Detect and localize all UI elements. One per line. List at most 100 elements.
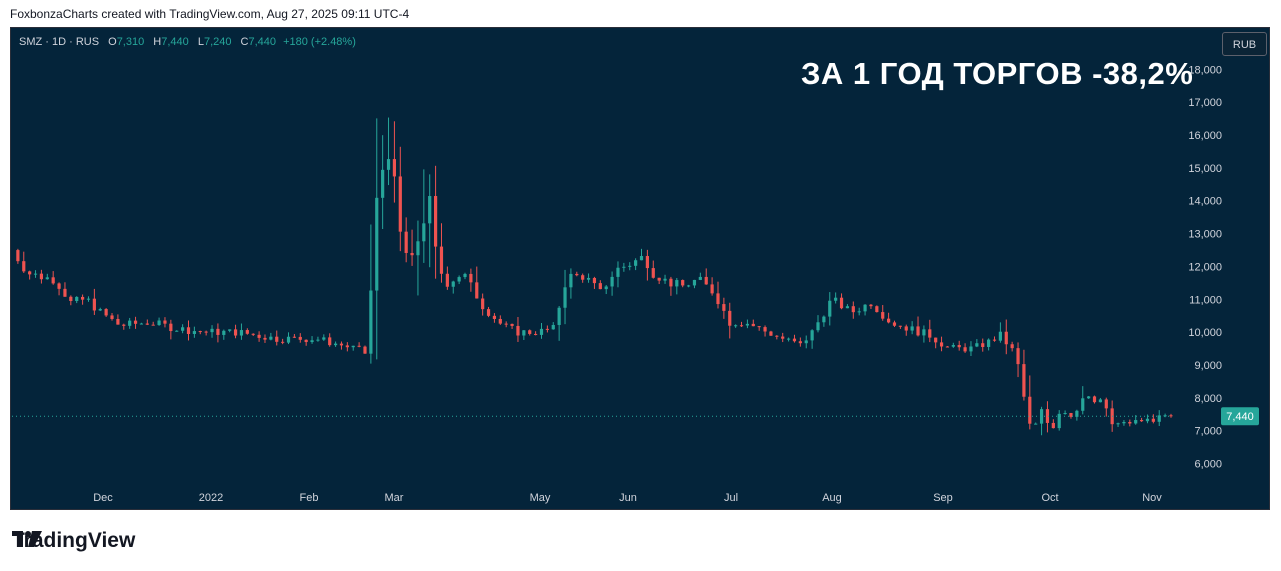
close-value: 7,440 xyxy=(248,36,277,48)
candle-body xyxy=(451,281,455,287)
candle-body xyxy=(1057,413,1061,429)
candle-body xyxy=(433,196,438,247)
candle-body xyxy=(1063,413,1067,415)
candle-body xyxy=(322,337,326,340)
candle-body xyxy=(222,330,226,335)
candle-body xyxy=(569,273,573,288)
candle-body xyxy=(1098,399,1103,403)
close-key: C xyxy=(240,36,249,48)
candle-body xyxy=(722,304,726,311)
candle-body xyxy=(910,326,914,331)
candle-body xyxy=(316,339,320,341)
candle-body xyxy=(181,327,185,331)
candle-body xyxy=(510,323,514,326)
currency-button[interactable]: RUB xyxy=(1222,32,1267,56)
candle-body xyxy=(475,282,479,299)
candle-body xyxy=(116,318,120,325)
candlestick-chart[interactable]: 6,000 7,000 8,000 9,000 10,000 11,000 12,000 13… xyxy=(11,28,1270,510)
candle-body xyxy=(775,335,779,337)
candle-body xyxy=(781,336,785,339)
candle-body xyxy=(145,323,149,325)
candle-body xyxy=(439,246,444,274)
y-tick-label: 17,000 xyxy=(1188,97,1222,109)
symbol-label[interactable]: SMZ · 1D · RUS xyxy=(19,36,100,48)
candle-body xyxy=(122,324,126,326)
candle-body xyxy=(828,300,832,317)
candle-body xyxy=(887,318,891,323)
candle-body xyxy=(651,268,655,278)
candle-body xyxy=(704,276,708,285)
candle-body xyxy=(604,286,608,290)
candle-body xyxy=(498,318,502,324)
high-key: H xyxy=(153,36,162,48)
candle-body xyxy=(898,325,902,327)
tradingview-logo[interactable]: TradingView xyxy=(12,529,135,553)
candle-body xyxy=(875,306,879,313)
candle-body xyxy=(786,338,791,340)
x-tick-label: May xyxy=(530,492,551,504)
candle-body xyxy=(239,330,244,336)
candle-body xyxy=(1151,418,1155,422)
last-price-label: 7,440 xyxy=(1226,411,1254,423)
x-tick-label: Jul xyxy=(724,492,738,504)
candle-body xyxy=(492,315,497,319)
candle-body xyxy=(981,343,985,347)
candle-body xyxy=(528,330,532,334)
low-value: 7,240 xyxy=(203,36,232,48)
candle-body xyxy=(139,323,144,325)
candle-body xyxy=(16,250,20,262)
candle-body xyxy=(33,273,38,275)
candle-body xyxy=(969,346,973,352)
candle-body xyxy=(534,333,538,335)
candle-body xyxy=(987,339,991,347)
candle-body xyxy=(792,338,797,342)
x-tick-label: Feb xyxy=(300,492,319,504)
candle-body xyxy=(269,336,273,340)
candle-body xyxy=(563,287,567,308)
candle-body xyxy=(557,307,561,325)
candle-body xyxy=(1051,422,1055,429)
candle-body xyxy=(539,328,544,335)
tradingview-logo-icon xyxy=(12,531,42,547)
candle-body xyxy=(857,311,861,313)
candle-body xyxy=(1010,344,1014,349)
candle-body xyxy=(810,330,814,341)
candle-body xyxy=(1122,422,1126,424)
candle-body xyxy=(333,343,338,346)
candle-body xyxy=(128,320,132,326)
candle-body xyxy=(245,330,249,334)
chart-panel[interactable]: 6,000 7,000 8,000 9,000 10,000 11,000 12,000 13… xyxy=(10,27,1270,510)
candle-body xyxy=(822,316,826,323)
candle-body xyxy=(428,196,432,224)
candle-body xyxy=(992,339,997,341)
candle-body xyxy=(251,333,255,335)
candle-body xyxy=(80,296,85,300)
y-tick-label: 16,000 xyxy=(1188,130,1222,142)
x-tick-label: Dec xyxy=(93,492,113,504)
candle-body xyxy=(934,337,938,343)
candle-body xyxy=(351,345,355,348)
candle-body xyxy=(1157,415,1161,422)
candle-body xyxy=(86,298,91,300)
candle-body xyxy=(469,273,473,283)
candle-body xyxy=(481,298,485,310)
x-tick-label: 2022 xyxy=(199,492,223,504)
candle-body xyxy=(598,283,602,290)
candle-body xyxy=(681,280,685,286)
candle-body xyxy=(592,277,597,284)
candle-body xyxy=(1145,418,1150,422)
candle-body xyxy=(186,327,191,334)
candle-body xyxy=(286,336,291,343)
candle-body xyxy=(445,273,449,287)
candle-body xyxy=(581,275,585,280)
candle-body xyxy=(410,252,414,256)
candle-body xyxy=(363,346,367,354)
candle-body xyxy=(1034,423,1038,425)
candle-body xyxy=(692,279,697,286)
candle-body xyxy=(175,330,179,332)
candle-body xyxy=(157,320,161,326)
candle-body xyxy=(263,337,267,340)
last-price-badge xyxy=(1221,407,1259,426)
candle-body xyxy=(386,159,391,170)
candle-body xyxy=(1075,410,1079,417)
